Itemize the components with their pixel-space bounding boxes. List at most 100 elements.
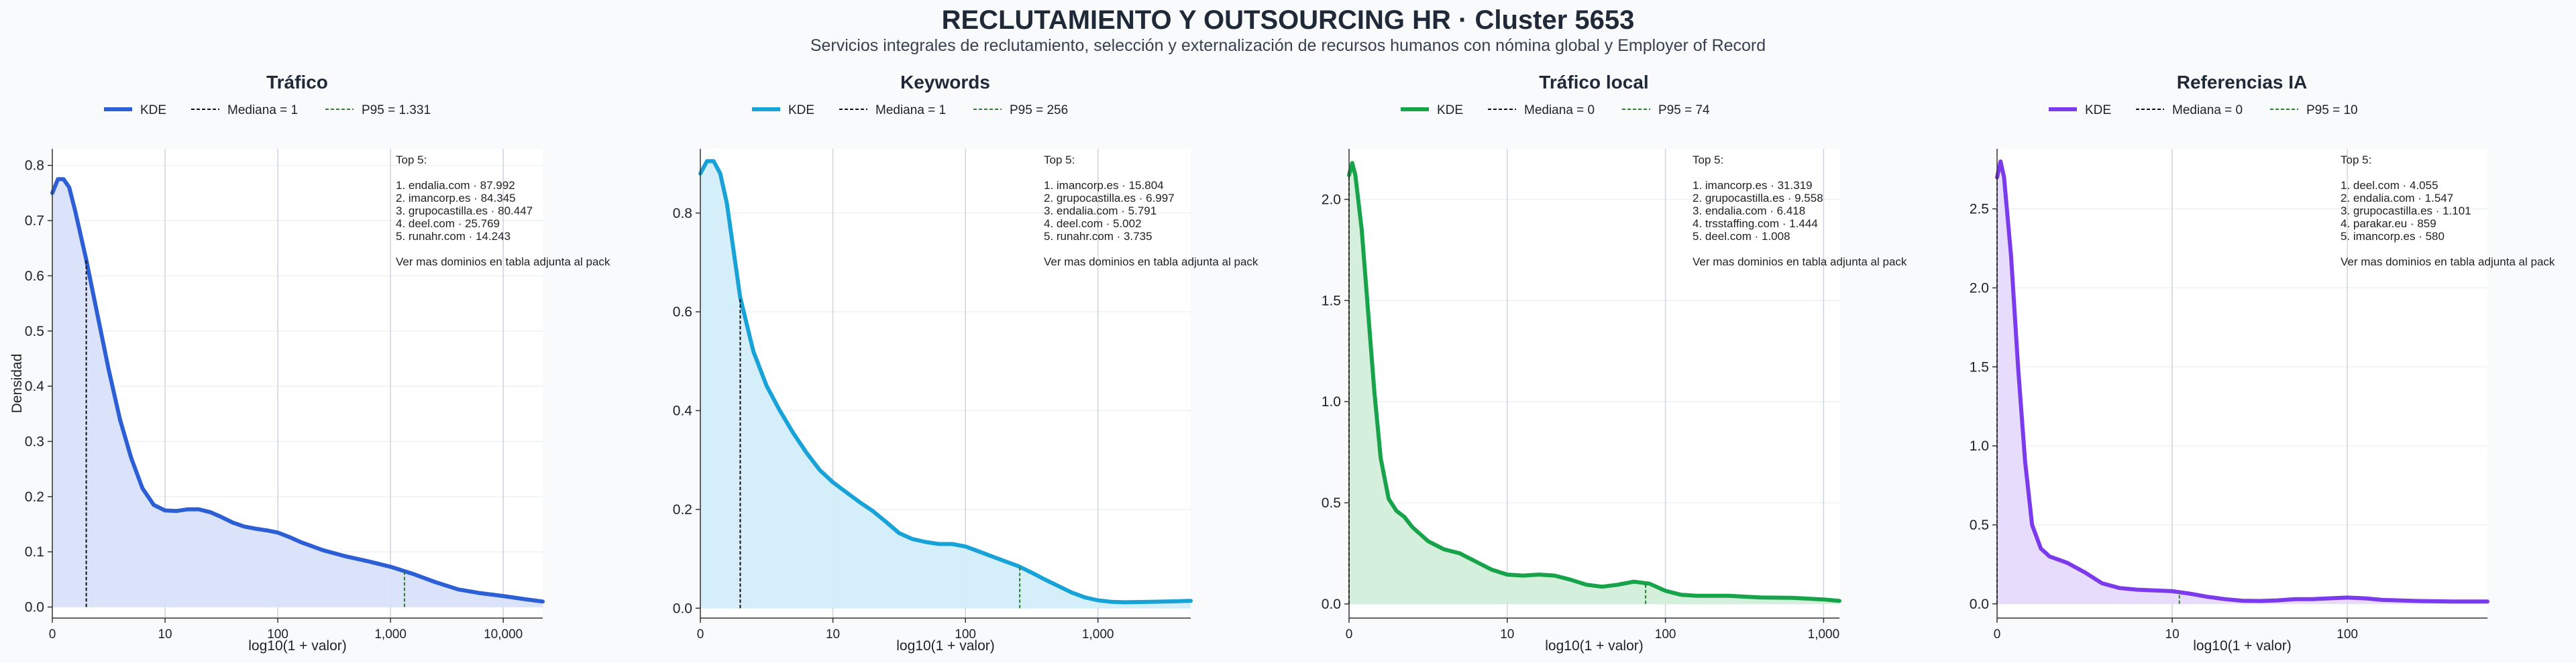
y-tick-label: 0.1 <box>25 544 44 560</box>
y-tick-label: 0.4 <box>673 404 693 419</box>
y-tick-label: 0.0 <box>673 601 692 616</box>
x-tick-label: 10 <box>1500 627 1514 642</box>
y-tick-label: 1.0 <box>1970 438 1989 454</box>
x-tick-label: 100 <box>1655 627 1676 642</box>
x-tick-label: 0 <box>1346 627 1353 642</box>
legend-median-label: Mediana = 1 <box>875 103 946 117</box>
annotation-line: 3. endalia.com · 5.791 <box>1044 204 1157 217</box>
kde-line <box>1347 161 1841 603</box>
x-tick-label: 0 <box>49 627 56 642</box>
annotation-line: 1. endalia.com · 87.992 <box>396 179 515 192</box>
x-axis-label: log10(1 + valor) <box>2193 638 2292 654</box>
chart-panel-1: 0.0 0.1 0.2 0.3 0.4 0.5 0.6 0.7 0.8 0 10 100 1,000 10… <box>9 72 610 654</box>
x-tick-label: 100 <box>2337 627 2358 642</box>
y-tick-label: 0.0 <box>1322 597 1341 612</box>
annotation-line: 2. imancorp.es · 84.345 <box>396 192 516 204</box>
x-tick-label: 0 <box>697 627 704 642</box>
legend-p95-label: P95 = 74 <box>1658 103 1710 117</box>
y-tick-label: 0.8 <box>25 158 44 174</box>
annotation-line: Ver mas dominios en tabla adjunta al pac… <box>1693 255 1907 268</box>
legend-kde-label: KDE <box>2085 103 2111 117</box>
plot-area <box>1349 149 1839 618</box>
panel-title: Tráfico <box>266 72 328 93</box>
annotation-line: Ver mas dominios en tabla adjunta al pac… <box>2341 255 2555 268</box>
panel-title: Keywords <box>900 72 990 93</box>
annotation-line: 3. grupocastilla.es · 80.447 <box>396 204 533 217</box>
y-tick-label: 2.0 <box>1970 280 1989 296</box>
kde-line <box>1995 159 2489 604</box>
y-axis-label: Densidad <box>9 354 25 414</box>
kde-line <box>698 159 1193 605</box>
chart-panel-2: 0.0 0.2 0.4 0.6 0.8 0 10 100 1,000 log10(1 + valo… <box>673 72 1258 654</box>
y-tick-label: 2.5 <box>1970 202 1989 217</box>
y-tick-label: 0.5 <box>25 324 44 339</box>
annotation-line: 4. deel.com · 25.769 <box>396 217 500 230</box>
annotation-line: Top 5: <box>1044 154 1075 166</box>
panel-title: Referencias IA <box>2177 72 2308 93</box>
legend-kde-label: KDE <box>140 103 166 117</box>
annotation-line: 2. grupocastilla.es · 6.997 <box>1044 192 1175 204</box>
y-tick-label: 0.0 <box>1970 597 1989 612</box>
annotation-line: 1. imancorp.es · 31.319 <box>1693 179 1813 192</box>
annotation-line: 5. deel.com · 1.008 <box>1693 230 1790 243</box>
annotation-line: Top 5: <box>1693 154 1723 166</box>
figure-title: RECLUTAMIENTO Y OUTSOURCING HR · Cluster… <box>941 5 1635 35</box>
y-tick-label: 0.5 <box>1970 518 1989 533</box>
legend-p95-label: P95 = 256 <box>1010 103 1068 117</box>
legend-kde-label: KDE <box>788 103 814 117</box>
x-tick-label: 1,000 <box>1082 627 1114 642</box>
y-tick-label: 0.8 <box>673 206 692 221</box>
annotation-line: Top 5: <box>2341 154 2371 166</box>
annotation-line: 1. deel.com · 4.055 <box>2341 179 2438 192</box>
kde-area <box>52 179 543 607</box>
x-tick-label: 10 <box>158 627 172 642</box>
y-tick-label: 0.6 <box>673 304 692 320</box>
chart-panel-3: 0.0 0.5 1.0 1.5 2.0 0 10 100 1,000 log10(1 + valo… <box>1322 72 1907 654</box>
legend-median-label: Mediana = 1 <box>227 103 298 117</box>
x-axis-label: log10(1 + valor) <box>896 638 995 654</box>
y-tick-label: 0.0 <box>25 600 44 615</box>
x-tick-label: 1,000 <box>1808 627 1840 642</box>
chart-panel-4: 0.0 0.5 1.0 1.5 2.0 2.5 0 10 100 log10(1 + valor)… <box>1970 72 2555 654</box>
x-tick-label: 10,000 <box>484 627 523 642</box>
legend-median-label: Mediana = 0 <box>2172 103 2243 117</box>
kde-area <box>1997 161 2487 604</box>
x-tick-label: 1,000 <box>374 627 407 642</box>
y-tick-label: 0.5 <box>1322 495 1341 511</box>
legend-p95-label: P95 = 10 <box>2306 103 2358 117</box>
annotation-line: Ver mas dominios en tabla adjunta al pac… <box>1044 255 1258 268</box>
figure-subtitle: Servicios integrales de reclutamiento, s… <box>810 36 1766 55</box>
y-tick-label: 0.2 <box>25 489 44 505</box>
x-tick-label: 10 <box>826 627 840 642</box>
annotation-line: 4. trsstaffing.com · 1.444 <box>1693 217 1818 230</box>
annotation-line: 5. runahr.com · 3.735 <box>1044 230 1152 243</box>
y-tick-label: 0.7 <box>25 213 44 229</box>
panel-title: Tráfico local <box>1539 72 1648 93</box>
plot-area <box>1997 149 2487 618</box>
kde-area <box>1349 163 1839 604</box>
y-tick-label: 1.0 <box>1322 394 1341 410</box>
annotation-line: 2. grupocastilla.es · 9.558 <box>1693 192 1823 204</box>
y-tick-label: 1.5 <box>1322 293 1341 308</box>
legend-kde-label: KDE <box>1437 103 1463 117</box>
y-tick-label: 1.5 <box>1970 359 1989 375</box>
y-tick-label: 0.2 <box>673 502 692 518</box>
x-tick-label: 10 <box>2165 627 2180 642</box>
x-axis-label: log10(1 + valor) <box>1545 638 1644 654</box>
x-tick-label: 0 <box>1994 627 2001 642</box>
legend-median-label: Mediana = 0 <box>1524 103 1595 117</box>
annotation-line: 4. parakar.eu · 859 <box>2341 217 2436 230</box>
y-tick-label: 0.4 <box>25 379 45 394</box>
kde-line <box>50 177 545 604</box>
annotation-line: 5. imancorp.es · 580 <box>2341 230 2445 243</box>
y-tick-label: 2.0 <box>1322 192 1341 207</box>
annotation-line: 1. imancorp.es · 15.804 <box>1044 179 1164 192</box>
annotation-line: 3. endalia.com · 6.418 <box>1693 204 1805 217</box>
x-tick-label: 100 <box>955 627 976 642</box>
x-axis-label: log10(1 + valor) <box>248 638 347 654</box>
annotation-line: 3. grupocastilla.es · 1.101 <box>2341 204 2471 217</box>
annotation-line: 2. endalia.com · 1.547 <box>2341 192 2453 204</box>
y-tick-label: 0.3 <box>25 434 44 449</box>
kde-area <box>700 161 1191 609</box>
